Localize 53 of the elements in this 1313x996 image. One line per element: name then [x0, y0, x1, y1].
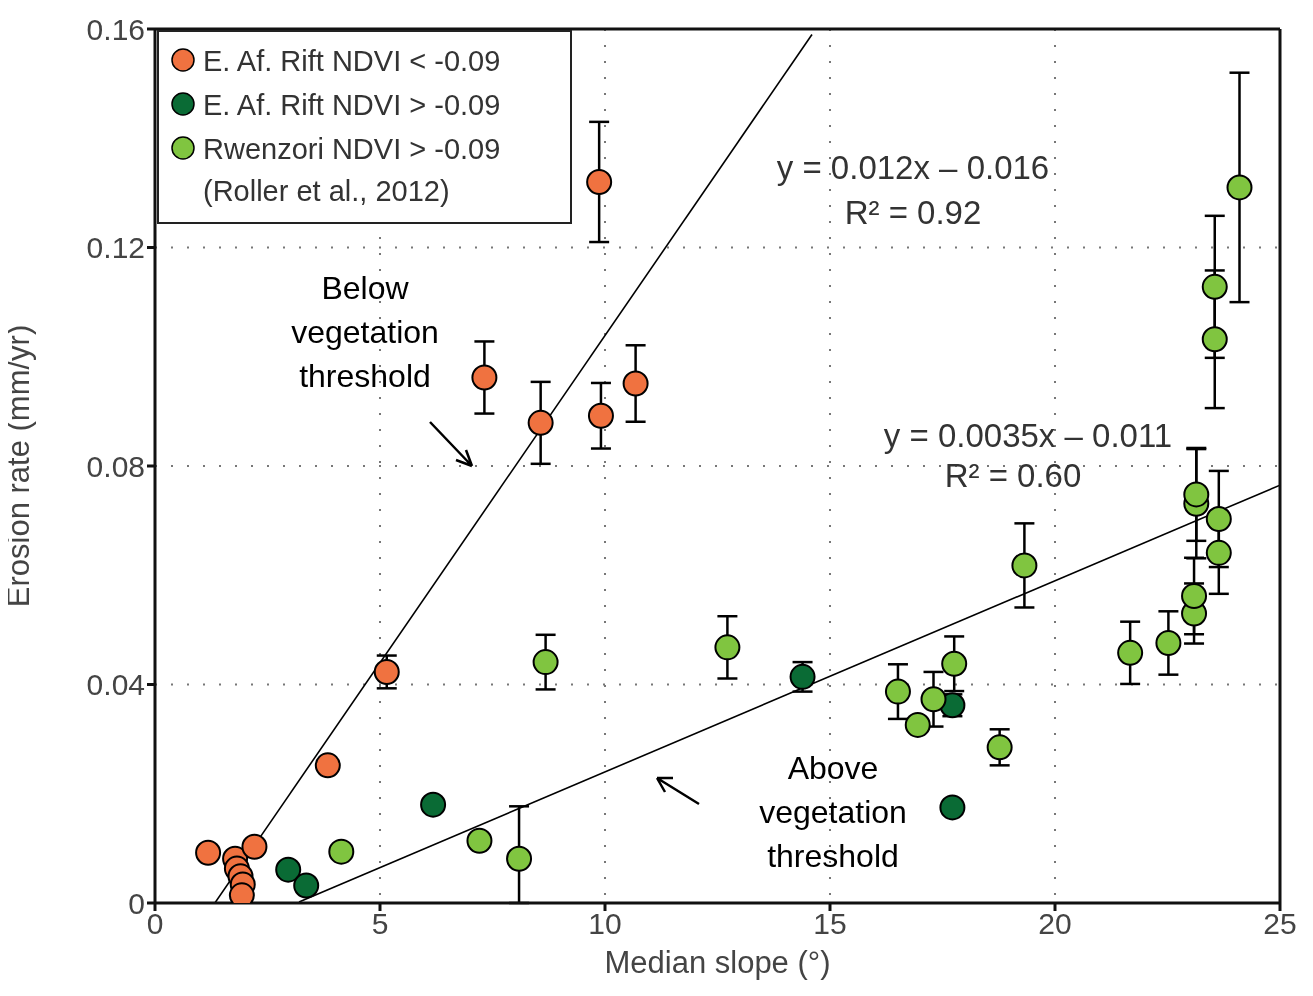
- y-tick-label: 0.12: [86, 231, 145, 265]
- x-tick-label: 5: [371, 907, 389, 941]
- point: [714, 634, 741, 661]
- point: [466, 827, 493, 854]
- y-tick-label: 0.08: [86, 449, 145, 483]
- point: [1201, 273, 1228, 300]
- point: [1011, 552, 1038, 579]
- point: [506, 845, 533, 872]
- point: [587, 402, 614, 429]
- point: [1183, 481, 1210, 508]
- legend-label: Rwenzori NDVI > -0.09 (Roller et al., 2012): [203, 132, 502, 209]
- point: [373, 658, 400, 685]
- y-tick-label: 0.04: [86, 668, 145, 702]
- x-tick-label: 15: [813, 907, 847, 941]
- point: [293, 872, 320, 899]
- point: [314, 752, 341, 779]
- point: [920, 686, 947, 713]
- point: [622, 370, 649, 397]
- annotation: y = 0.012x – 0.016: [775, 148, 1051, 188]
- point: [1181, 583, 1208, 609]
- point: [420, 791, 447, 818]
- point: [586, 168, 613, 195]
- point: [941, 650, 968, 677]
- point: [939, 794, 966, 821]
- annotation: R² = 0.92: [843, 193, 983, 233]
- point: [1155, 630, 1182, 656]
- point: [1205, 539, 1232, 566]
- x-tick-label: 10: [588, 907, 622, 941]
- annotation: Above vegetation threshold: [758, 749, 908, 876]
- point: [1226, 174, 1253, 201]
- y-tick-label: 0: [128, 886, 145, 920]
- point: [527, 409, 554, 436]
- point: [884, 678, 911, 705]
- point: [986, 734, 1013, 761]
- point: [904, 711, 931, 738]
- point: [532, 649, 559, 676]
- x-tick-label: 20: [1038, 907, 1072, 941]
- legend-label: E. Af. Rift NDVI > -0.09: [203, 88, 502, 123]
- annotation: R² = 0.60: [943, 456, 1083, 496]
- point: [328, 838, 355, 865]
- annotation: y = 0.0035x – 0.011: [882, 416, 1174, 456]
- point: [195, 839, 222, 866]
- point: [241, 833, 268, 860]
- point: [471, 364, 498, 391]
- x-axis-title: Median slope (°): [604, 945, 831, 980]
- point: [1201, 326, 1228, 353]
- point: [275, 856, 302, 883]
- point: [1117, 639, 1144, 666]
- legend-label: E. Af. Rift NDVI < -0.09: [203, 44, 502, 79]
- point: [1205, 506, 1232, 532]
- annotation: Below vegetation threshold: [290, 269, 440, 396]
- x-tick-label: 25: [1263, 907, 1297, 941]
- y-tick-label: 0.16: [86, 12, 145, 46]
